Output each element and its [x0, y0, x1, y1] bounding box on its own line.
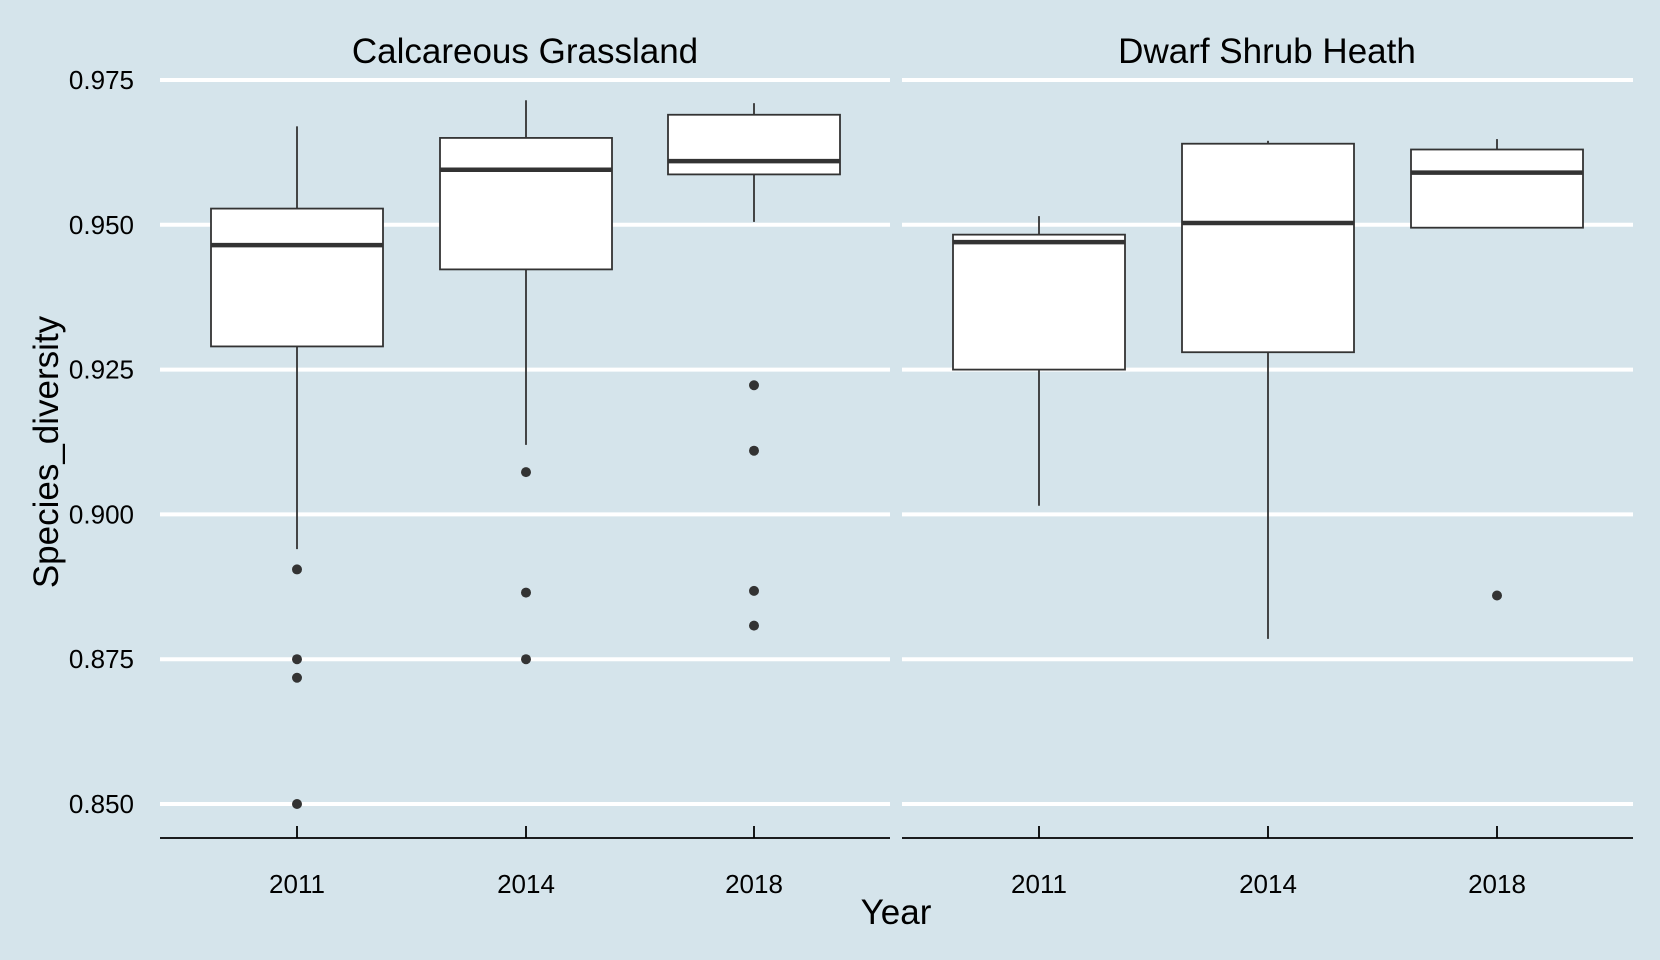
outlier-point: [749, 585, 759, 596]
outlier-point: [292, 654, 302, 665]
outlier-point: [292, 799, 302, 809]
x-tick-label: 2014: [497, 869, 555, 899]
outlier-point: [749, 445, 759, 456]
box-iqr: [439, 137, 613, 271]
x-tick-label: 2018: [1468, 869, 1526, 899]
x-tick-label: 2011: [269, 869, 325, 899]
facet-title: Dwarf Shrub Heath: [1118, 32, 1416, 71]
outlier-point: [292, 564, 302, 575]
y-tick-label: 0.850: [69, 789, 134, 819]
x-axis-title: Year: [861, 893, 932, 932]
box-iqr: [1410, 148, 1584, 229]
y-tick-label: 0.900: [69, 499, 134, 529]
axes-layer: [160, 826, 1633, 839]
outlier-point: [521, 467, 531, 478]
labels-layer: Species_diversity Year 0.850 0.875 0.900 0.…: [27, 32, 1526, 932]
box-iqr: [667, 113, 841, 176]
box-iqr: [952, 233, 1126, 371]
facet-title: Calcareous Grassland: [352, 32, 698, 71]
outlier-point: [292, 672, 302, 683]
outlier-point: [521, 654, 531, 665]
box-iqr: [210, 207, 384, 348]
y-tick-label: 0.925: [69, 355, 134, 385]
y-tick-label: 0.975: [69, 65, 134, 95]
outlier-point: [1492, 590, 1502, 601]
boxes-layer: [210, 100, 1584, 809]
x-tick-label: 2018: [725, 869, 783, 899]
y-axis-title: Species_diversity: [27, 315, 66, 588]
x-tick-label: 2014: [1239, 869, 1297, 899]
y-tick-label: 0.950: [69, 210, 134, 240]
y-tick-label: 0.875: [69, 644, 134, 674]
outlier-point: [521, 587, 531, 598]
x-tick-label: 2011: [1011, 869, 1067, 899]
outlier-point: [749, 620, 759, 631]
outlier-point: [749, 380, 759, 391]
box-iqr: [1181, 142, 1355, 354]
